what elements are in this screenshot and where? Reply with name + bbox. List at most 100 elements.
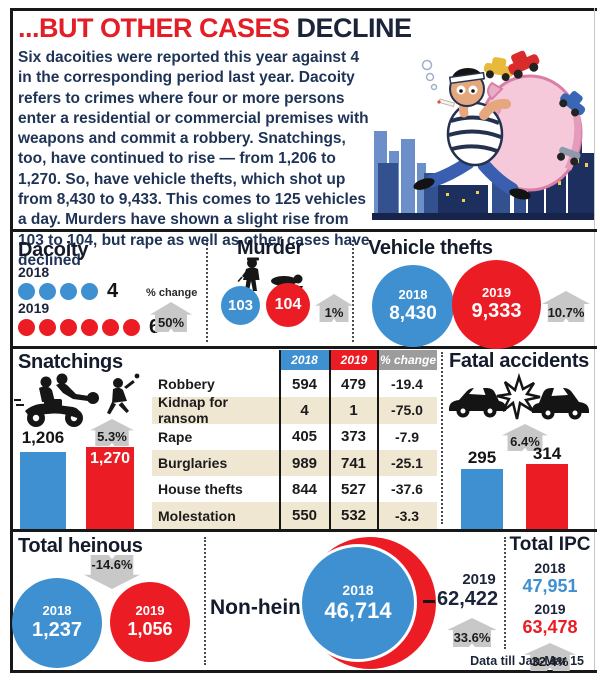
fatal-pct-arrow: 6.4% [502, 424, 548, 451]
blue-dot [60, 283, 77, 300]
table-row: Burglaries 989 741 -25.1 [152, 449, 437, 477]
nonheinous-2019-label: 2019 [462, 571, 496, 588]
intro-paragraph: Six dacoities were reported this year ag… [18, 49, 370, 269]
nonheinous-2018-value: 46,714 [324, 598, 392, 624]
ipc-2018-label: 2018 [534, 560, 566, 576]
divider-nonheinous-ipc [504, 537, 506, 649]
ipc-2019-label: 2019 [534, 601, 566, 617]
vehicle-thefts-heading: Vehicle thefts [368, 237, 493, 259]
nonheinous-2019-value: 62,422 [437, 588, 499, 610]
dacoity-2018-dot-group [18, 283, 102, 300]
table-cell-label: Rape [158, 428, 193, 445]
total-ipc-panel: Total IPC 2018 47,951 2019 63,478 32.4% [506, 534, 594, 671]
murder-pct-value: 1% [324, 305, 344, 320]
table-header-2019: 2019 [331, 350, 377, 370]
table-cell-2019: 373 [340, 428, 367, 446]
vehicle-2019-circle: 2019 9,333 [452, 260, 541, 349]
ipc-2018-value: 47,951 [522, 576, 578, 596]
vehicle-pct-value: 10.7% [547, 305, 585, 320]
table-cell-label: Molestation [158, 507, 236, 524]
car-crash-icon [449, 373, 589, 420]
divider-row2 [10, 346, 597, 349]
table-column-line-2 [329, 350, 331, 529]
fatal-2018-bar [461, 469, 503, 529]
snatchings-heading: Snatchings [18, 351, 123, 373]
table-cell-2018: 4 [300, 401, 309, 419]
table-cell-2019: 527 [340, 480, 367, 498]
total-ipc-heading: Total IPC [509, 534, 591, 555]
stolen-cars-icon [483, 50, 586, 166]
dacoity-heading: Dacoity [18, 239, 89, 261]
murder-heading: Murder [237, 237, 303, 259]
heinous-2018-value: 1,237 [31, 618, 83, 641]
heinous-pct-arrow: -14.6% [84, 555, 140, 589]
murder-2018-value: 103 [227, 296, 254, 314]
table-cell-pct: -19.4 [391, 376, 423, 393]
table-cell-label: Robbery [158, 376, 215, 393]
table-row: Rape 405 373 -7.9 [152, 424, 437, 450]
dacoity-pct-arrow: 50% [150, 302, 192, 332]
fatal-2019-value: 314 [532, 444, 562, 463]
ipc-pct-value: 32.4% [531, 654, 569, 669]
table-cell-pct: -3.3 [394, 507, 420, 524]
nonheinous-pct-value: 33.6% [453, 630, 491, 645]
heinous-2018-label: 2018 [42, 603, 72, 619]
vehicle-2019-label: 2019 [482, 284, 511, 300]
ipc-pct-arrow: 32.4% [524, 643, 576, 671]
divider-row1 [10, 229, 597, 232]
vehicle-2018-circle: 2018 8,430 [372, 265, 454, 347]
fatal-2018-value: 295 [467, 448, 497, 467]
dacoity-2019-value: 6 [149, 316, 161, 338]
divider-murder-vehicle [352, 240, 354, 342]
table-cell-2018: 594 [291, 375, 318, 393]
heinous-pct-value: -14.6% [91, 557, 133, 572]
page-title: ...BUT OTHER CASES DECLINE [18, 13, 412, 44]
table-row: Kidnap for ransom 4 1 -75.0 [152, 394, 437, 427]
table-cell-2018: 844 [291, 480, 318, 498]
table-cell-pct: -7.9 [394, 428, 420, 445]
blue-dot [18, 283, 35, 300]
snatching-icon [14, 373, 140, 427]
table-rows: Robbery 594 479 -19.4 Kidnap for ransom 4 1 -75… [152, 371, 437, 529]
snatchings-2018-bar [20, 452, 66, 529]
dacoity-pct-value: 50% [157, 315, 185, 330]
pct-change-label: % change [146, 287, 198, 299]
frame-left-border [10, 8, 13, 673]
red-dot [60, 319, 77, 336]
blue-dot [81, 283, 98, 300]
snatchings-2019-value: 1,270 [89, 450, 131, 467]
table-cell-2018: 989 [291, 454, 318, 472]
fatal-2019-bar [526, 464, 568, 529]
dacoity-2018-value: 4 [107, 280, 119, 302]
nonheinous-2018-label: 2018 [342, 582, 374, 599]
red-dot [39, 319, 56, 336]
snatchings-2018-value: 1,206 [21, 428, 65, 447]
title-navy-part: DECLINE [296, 13, 413, 43]
red-dot [123, 319, 140, 336]
murder-2019-circle: 104 [266, 283, 310, 327]
heinous-2019-value: 1,056 [127, 619, 173, 640]
frame-top-border [10, 8, 597, 11]
table-cell-label: Kidnap for ransom [158, 394, 228, 427]
vehicle-pct-arrow: 10.7% [542, 291, 590, 322]
total-heinous-heading: Total heinous [18, 535, 143, 557]
data-period-footnote: Data till Jan-Mar 15 [470, 654, 584, 668]
red-dot [81, 319, 98, 336]
table-cell-2019: 479 [340, 375, 367, 393]
table-cell-label: Burglaries [158, 455, 228, 472]
table-cell-2018: 405 [291, 428, 318, 446]
divider-table-fatal [441, 352, 443, 524]
table-cell-2019: 532 [340, 507, 367, 525]
dacoity-2019-dot-group [18, 319, 144, 336]
table-header-2018: 2018 [280, 350, 329, 370]
nonheinous-2018-circle: 2018 46,714 [299, 544, 417, 662]
table-row: Molestation 550 532 -3.3 [152, 502, 437, 529]
table-cell-pct: -25.1 [391, 455, 423, 472]
table-cell-2019: 741 [340, 454, 367, 472]
heinous-2018-circle: 2018 1,237 [12, 578, 102, 668]
heinous-2019-label: 2019 [135, 603, 165, 619]
dacoity-2019-label: 2019 [18, 300, 50, 316]
ipc-2019-value: 63,478 [522, 617, 578, 637]
table-cell-2019: 1 [349, 401, 358, 419]
